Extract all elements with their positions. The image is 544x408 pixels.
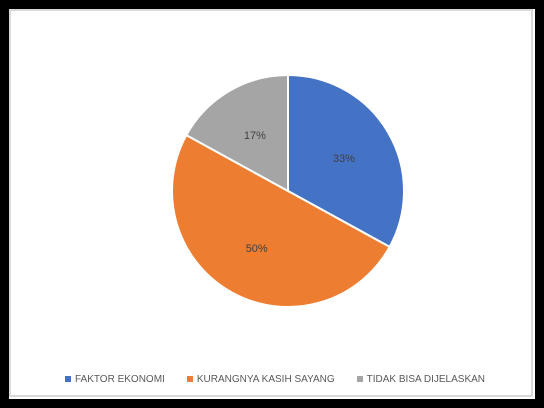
pie-slice-kurangnya-kasih-sayang [171, 133, 392, 308]
legend: FAKTOR EKONOMI KURANGNYA KASIH SAYANG TI… [40, 371, 510, 387]
pie-slice-faktor-ekonomi [287, 73, 405, 249]
data-label-faktor-ekonomi: 33% [333, 153, 355, 165]
legend-item-kurangnya-kasih-sayang: KURANGNYA KASIH SAYANG [186, 373, 335, 385]
legend-swatch-tidak-bisa-dijelaskan [356, 376, 363, 382]
legend-label-faktor-ekonomi: FAKTOR EKONOMI [74, 373, 165, 385]
data-label-tidak-bisa-dijelaskan: 17% [244, 130, 266, 142]
data-label-kurangnya-kasih-sayang: 50% [246, 243, 268, 255]
pie-slices [171, 73, 405, 308]
legend-item-tidak-bisa-dijelaskan: TIDAK BISA DIJELASKAN [356, 373, 486, 385]
pie-data-labels: 33% 50% 17% [244, 130, 355, 255]
pie-slice-tidak-bisa-dijelaskan [184, 73, 289, 193]
legend-swatch-kurangnya-kasih-sayang [186, 376, 193, 382]
legend-label-kurangnya-kasih-sayang: KURANGNYA KASIH SAYANG [196, 373, 335, 385]
legend-label-tidak-bisa-dijelaskan: TIDAK BISA DIJELASKAN [366, 373, 486, 385]
legend-item-faktor-ekonomi: FAKTOR EKONOMI [64, 373, 165, 385]
legend-swatch-faktor-ekonomi [64, 376, 71, 382]
